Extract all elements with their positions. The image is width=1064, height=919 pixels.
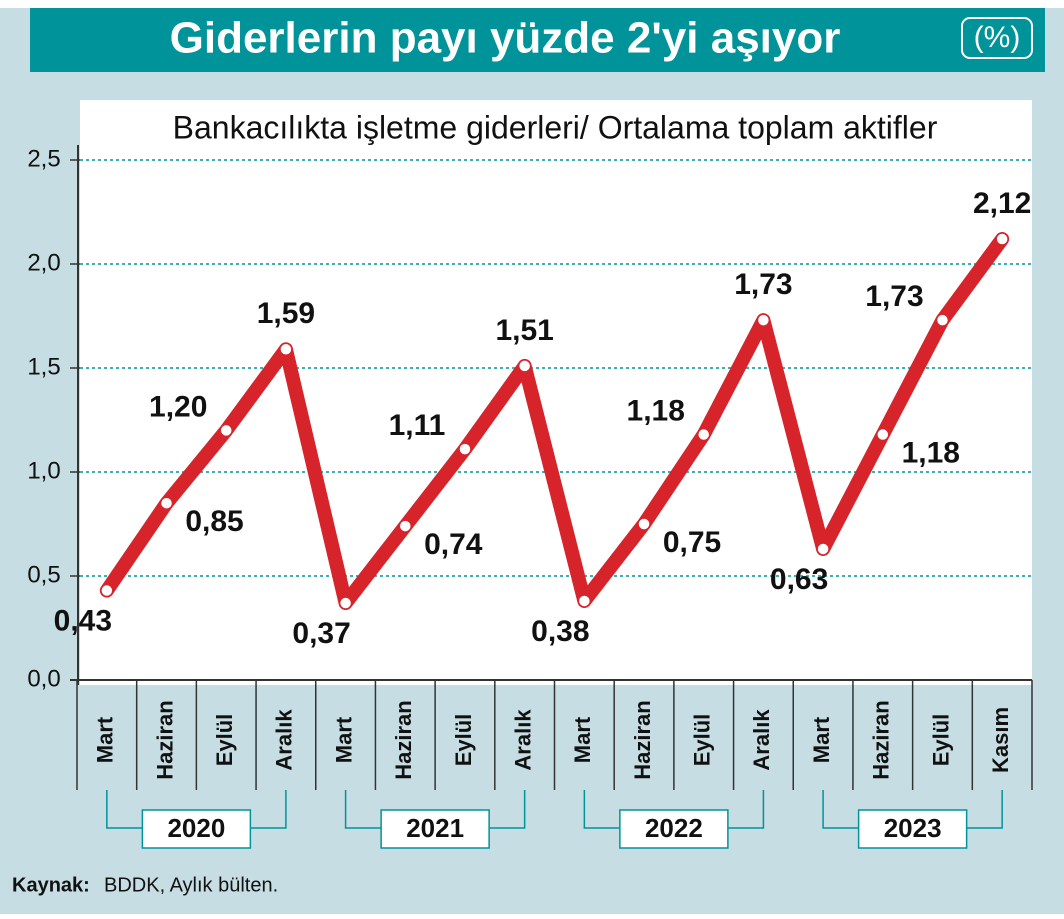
y-tick-label: 1,0	[27, 457, 60, 484]
x-tick-label: Haziran	[630, 700, 655, 779]
x-tick-label: Aralık	[510, 709, 535, 771]
y-tick-label: 2,5	[27, 145, 60, 172]
data-point	[517, 359, 532, 373]
data-point	[696, 427, 711, 442]
year-box	[141, 809, 252, 849]
data-label: 0,63	[770, 563, 828, 596]
data-label: 1,11	[389, 409, 446, 442]
data-label: 1,73	[865, 280, 923, 313]
data-point	[279, 342, 293, 357]
data-point	[935, 313, 950, 327]
year-label: 2021	[406, 813, 464, 843]
data-point	[398, 519, 413, 533]
x-tick-label: Eylül	[928, 714, 953, 767]
year-box	[380, 809, 490, 849]
year-box	[857, 809, 968, 849]
source-text: BDDK, Aylık bülten.	[104, 874, 278, 896]
data-label: 0,43	[54, 604, 112, 637]
unit-box	[961, 17, 1033, 59]
data-point	[219, 423, 233, 438]
x-tick-label: Eylül	[690, 714, 715, 767]
series-line	[99, 232, 1010, 611]
data-label: 1,59	[257, 297, 315, 330]
data-point	[458, 442, 472, 456]
data-label: 2,12	[973, 187, 1031, 220]
x-tick-label: Aralık	[272, 709, 297, 771]
y-tick-label: 0,5	[27, 561, 60, 588]
data-point	[637, 517, 651, 531]
year-label: 2023	[884, 813, 942, 843]
data-label: 0,37	[292, 617, 350, 650]
source-label: Kaynak:	[12, 874, 90, 896]
top-margin	[0, 0, 1064, 8]
x-tick-label: Mart	[809, 716, 834, 763]
data-point	[338, 596, 353, 610]
data-label: 1,73	[734, 268, 792, 301]
x-tick-label: Eylül	[212, 714, 237, 767]
x-tick-label: Mart	[570, 716, 595, 763]
data-label: 0,85	[185, 505, 243, 538]
year-label: 2020	[167, 813, 225, 843]
x-tick-label: Haziran	[391, 700, 416, 779]
chart-title: Giderlerin payı yüzde 2'yi aşıyor	[170, 14, 841, 63]
data-label: 1,18	[627, 394, 685, 427]
year-box	[619, 809, 729, 849]
x-tick-label: Eylül	[451, 714, 476, 767]
data-point	[159, 496, 174, 510]
plot-area	[80, 100, 1032, 685]
data-point	[577, 594, 592, 608]
data-point	[100, 583, 114, 598]
data-label: 1,51	[495, 314, 553, 347]
x-tick-label: Haziran	[869, 700, 894, 779]
y-tick-label: 2,0	[27, 249, 60, 276]
x-tick-label: Kasım	[988, 707, 1013, 773]
data-point	[995, 232, 1009, 246]
data-label: 1,18	[902, 436, 960, 469]
data-label: 1,20	[149, 390, 207, 423]
x-tick-label: Haziran	[152, 700, 177, 779]
title-band	[30, 8, 1045, 72]
x-tick-label: Mart	[93, 716, 118, 763]
y-tick-label: 0,0	[27, 665, 60, 692]
data-label: 0,38	[531, 615, 589, 648]
data-point	[816, 542, 830, 556]
year-label: 2022	[645, 813, 703, 843]
x-tick-label: Mart	[331, 716, 356, 763]
data-point	[756, 313, 771, 327]
data-point	[876, 427, 890, 442]
data-label: 0,74	[424, 528, 483, 561]
x-tick-label: Aralık	[749, 709, 774, 771]
unit-label: (%)	[974, 21, 1021, 54]
subtitle: Bankacılıkta işletme giderleri/ Ortalama…	[173, 109, 938, 145]
y-tick-label: 1,5	[27, 353, 60, 380]
data-label: 0,75	[663, 526, 721, 559]
